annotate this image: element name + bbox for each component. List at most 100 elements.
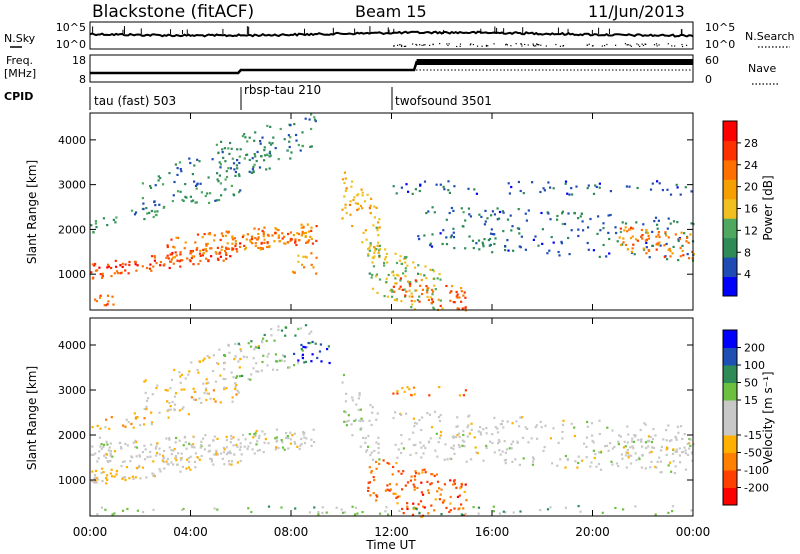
heat-cell	[198, 160, 201, 163]
heat-cell	[414, 470, 417, 473]
heat-cell	[485, 446, 488, 449]
heat-cell	[672, 245, 675, 248]
heat-cell	[595, 465, 598, 468]
heat-cell	[172, 256, 175, 259]
heat-cell	[622, 508, 625, 511]
heat-cell	[100, 443, 103, 446]
heat-cell	[427, 512, 430, 515]
heat-cell	[680, 231, 683, 234]
heat-cell	[194, 241, 197, 244]
heat-cell	[170, 378, 174, 381]
heat-cell	[174, 441, 177, 444]
heat-cell	[412, 502, 415, 505]
heat-cell	[451, 285, 454, 288]
heat-cell	[257, 346, 260, 349]
heat-cell	[230, 371, 233, 374]
heat-cell	[567, 212, 570, 215]
heat-cell	[297, 260, 300, 263]
colorbar-tick-label: 28	[744, 137, 758, 150]
heat-cell	[227, 167, 230, 170]
heat-cell	[478, 248, 481, 251]
heat-cell	[356, 208, 359, 211]
heat-cell	[590, 461, 593, 464]
heat-cell	[200, 401, 203, 404]
heat-cell	[456, 495, 460, 498]
heat-cell	[354, 506, 358, 509]
heat-cell	[421, 288, 424, 291]
heat-cell	[511, 460, 514, 463]
heat-cell	[624, 243, 628, 246]
heat-cell	[645, 252, 648, 255]
heat-cell	[373, 205, 376, 208]
heat-cell	[400, 186, 403, 189]
heat-cell	[660, 445, 663, 448]
heat-cell	[657, 243, 660, 246]
heat-cell	[366, 449, 369, 452]
colorbar-swatch	[723, 330, 737, 348]
heat-cell	[447, 180, 450, 183]
heat-cell	[516, 227, 519, 230]
heat-cell	[139, 477, 142, 480]
heat-cell	[344, 411, 347, 414]
heat-cell	[203, 233, 206, 236]
heat-cell	[504, 458, 507, 461]
heat-cell	[303, 266, 306, 269]
heat-cell	[524, 426, 527, 429]
nsearch-dot	[656, 45, 658, 47]
heat-cell	[540, 426, 543, 429]
heat-cell	[411, 192, 414, 195]
heat-cell	[438, 487, 441, 490]
heat-cell	[560, 242, 563, 245]
heat-cell	[482, 243, 485, 246]
heat-cell	[449, 495, 452, 499]
heat-cell	[91, 426, 94, 429]
heat-cell	[413, 488, 416, 491]
heat-cell	[212, 398, 215, 401]
heat-cell	[651, 244, 655, 247]
heat-cell	[666, 188, 669, 191]
heat-cell	[350, 185, 353, 188]
heat-cell	[154, 184, 157, 187]
nsearch-dot	[472, 43, 474, 46]
heat-cell	[477, 430, 480, 433]
heat-cell	[207, 260, 210, 263]
heat-cell	[623, 440, 626, 443]
heat-cell	[570, 187, 573, 190]
heat-cell	[460, 503, 463, 506]
heat-cell	[199, 254, 202, 257]
heat-cell	[188, 460, 191, 463]
heat-cell	[209, 397, 212, 400]
heat-cell	[415, 452, 418, 455]
heat-cell	[172, 245, 175, 248]
heat-cell	[641, 237, 644, 240]
heat-cell	[219, 182, 222, 185]
heat-cell	[310, 360, 313, 363]
heat-cell	[162, 460, 165, 463]
heat-cell	[280, 506, 283, 509]
heat-cell	[382, 459, 385, 462]
heat-cell	[352, 198, 355, 202]
heat-cell	[287, 437, 290, 440]
heat-cell	[235, 393, 238, 396]
heat-cell	[385, 277, 388, 280]
heat-cell	[607, 231, 610, 234]
heat-cell	[622, 241, 625, 244]
heat-cell	[546, 508, 550, 511]
nsearch-dot	[555, 43, 557, 46]
heat-cell	[632, 227, 635, 230]
heat-cell	[621, 221, 624, 224]
heat-cell	[376, 291, 379, 294]
heat-cell	[482, 428, 485, 431]
heat-cell	[187, 413, 190, 416]
heat-cell	[192, 387, 195, 390]
heat-cell	[289, 442, 292, 445]
heat-cell	[97, 457, 100, 460]
heat-cell	[289, 431, 292, 434]
heat-cell	[301, 355, 304, 358]
heat-cell	[669, 250, 672, 253]
heat-cell	[630, 454, 633, 457]
heat-cell	[375, 494, 378, 497]
heat-cell	[585, 456, 588, 459]
heat-cell	[311, 353, 314, 356]
heat-cell	[317, 511, 320, 514]
